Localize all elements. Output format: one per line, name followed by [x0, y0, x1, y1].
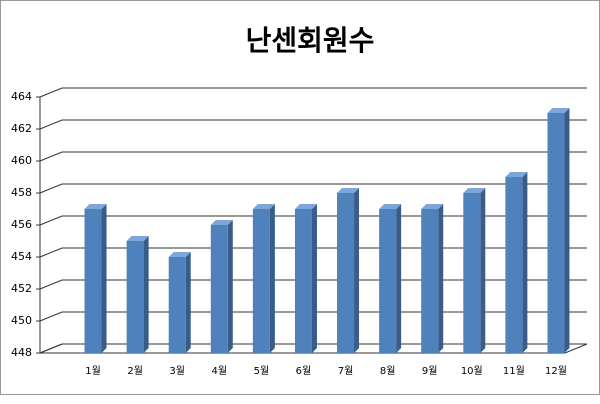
- bar: [379, 209, 397, 353]
- bar: [421, 209, 439, 353]
- bar: [84, 209, 102, 353]
- y-tick-label: 462: [11, 122, 32, 135]
- bar-top: [463, 188, 486, 193]
- bar-top: [210, 220, 233, 225]
- bar-side: [438, 204, 444, 353]
- bar-top: [168, 252, 191, 257]
- bar-top: [84, 204, 107, 209]
- bar-side: [143, 236, 149, 353]
- grid-line: [39, 279, 587, 290]
- bar-top: [126, 236, 149, 241]
- grid-line: [39, 215, 587, 226]
- x-tick-label: 2월: [127, 365, 143, 377]
- grid-line: [39, 311, 587, 322]
- grid-line: [39, 119, 587, 130]
- bar-side: [480, 188, 486, 353]
- x-tick-label: 4월: [212, 365, 228, 377]
- y-tick-label: 450: [11, 314, 32, 327]
- bar: [210, 225, 228, 353]
- bar: [547, 113, 565, 353]
- bar: [294, 209, 312, 353]
- bar-top: [505, 172, 528, 177]
- y-tick-label: 460: [11, 154, 32, 167]
- x-tick-label: 7월: [338, 365, 354, 377]
- bar-top: [294, 204, 317, 209]
- bar-top: [421, 204, 444, 209]
- bar: [463, 193, 481, 353]
- x-tick-label: 3월: [169, 365, 185, 377]
- bar: [252, 209, 270, 353]
- bar-side: [396, 204, 402, 353]
- chart-title: 난센회원수: [246, 24, 375, 57]
- y-tick-label: 454: [11, 250, 32, 263]
- grid-line: [39, 183, 587, 194]
- bar-side: [564, 108, 570, 353]
- bar: [505, 177, 523, 353]
- grid-line: [39, 151, 587, 162]
- bar-side: [101, 204, 107, 353]
- x-tick-label: 6월: [296, 365, 312, 377]
- bar: [126, 241, 144, 353]
- bar-side: [311, 204, 317, 353]
- x-tick-label: 5월: [254, 365, 270, 377]
- y-tick-label: 448: [11, 346, 32, 359]
- bar: [337, 193, 355, 353]
- bar-side: [227, 220, 233, 353]
- bar-side: [522, 172, 528, 353]
- bar-top: [379, 204, 402, 209]
- y-tick-label: 458: [11, 186, 32, 199]
- bar-side: [269, 204, 275, 353]
- bar-side: [185, 252, 191, 353]
- bar-top: [337, 188, 360, 193]
- x-tick-label: 8월: [380, 365, 396, 377]
- x-tick-label: 1월: [85, 365, 101, 377]
- grid-line: [39, 343, 587, 354]
- x-tick-label: 10월: [461, 365, 483, 377]
- x-tick-label: 11월: [503, 365, 525, 377]
- bar-side: [354, 188, 360, 353]
- y-tick-label: 452: [11, 282, 32, 295]
- y-tick-label: 456: [11, 218, 32, 231]
- x-tick-label: 9월: [422, 365, 438, 377]
- x-tick-label: 12월: [545, 365, 567, 377]
- y-tick-label: 464: [11, 90, 32, 103]
- bar-top: [547, 108, 570, 113]
- grid-line: [39, 247, 587, 258]
- bar: [168, 257, 186, 353]
- grid-line: [39, 87, 587, 98]
- bar-top: [252, 204, 275, 209]
